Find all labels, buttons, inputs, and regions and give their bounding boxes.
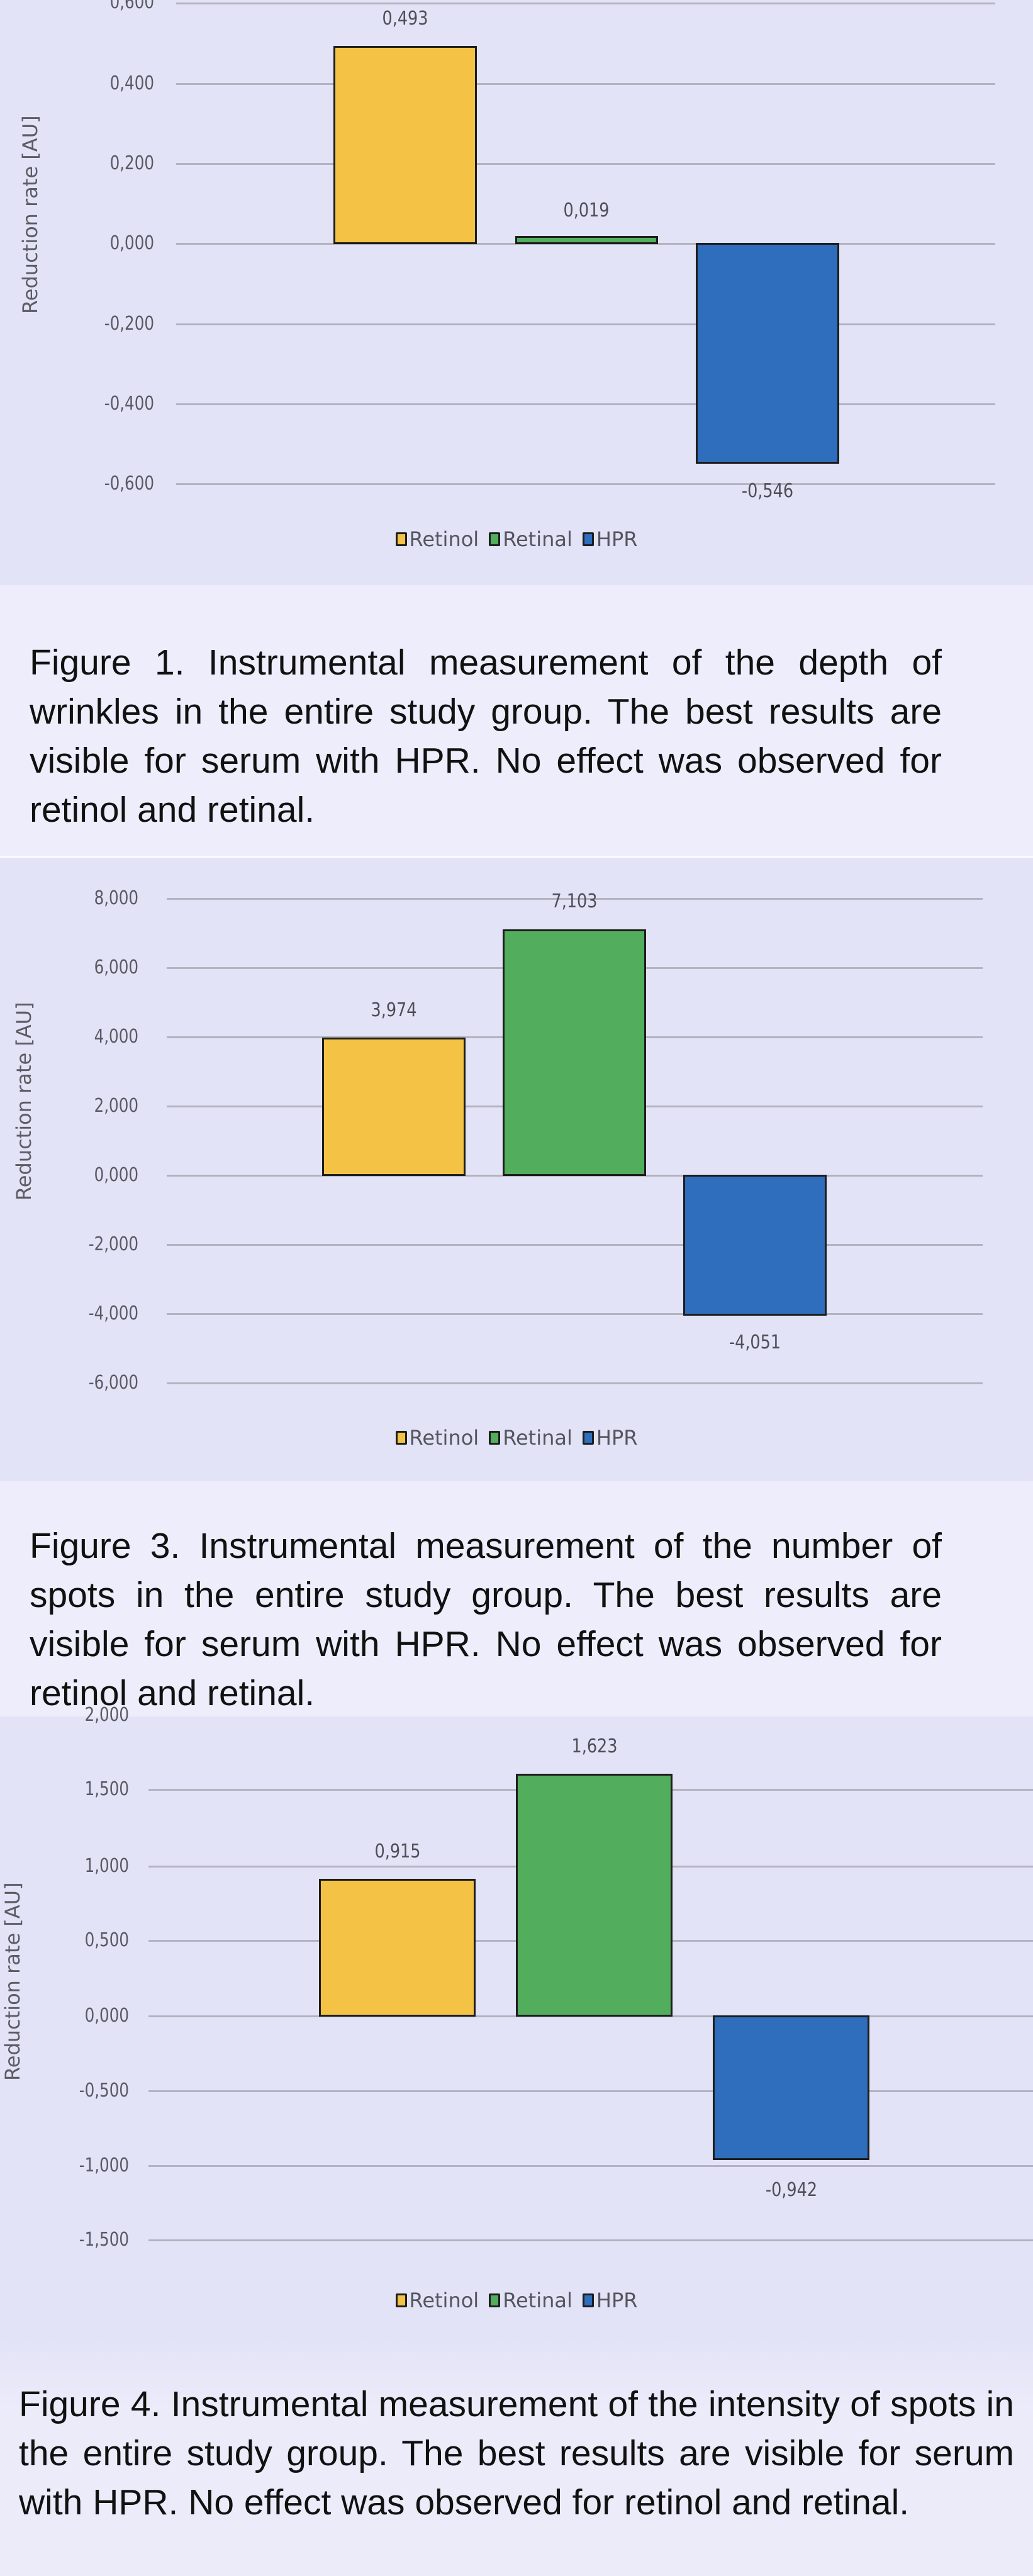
legend-label: Retinal	[503, 2288, 572, 2312]
bar-retinol	[322, 1038, 466, 1176]
gridline	[167, 898, 983, 900]
data-label-retinal: 0,019	[563, 199, 610, 221]
legend-label: Retinal	[503, 527, 572, 551]
legend-label: Retinal	[503, 1426, 572, 1450]
legend-label: Retinol	[409, 527, 479, 551]
legend-swatch-retinal-icon	[489, 1431, 501, 1445]
figure-4-chart: Reduction rate [AU] 2,000 1,500 1,000 0,…	[0, 1705, 1033, 2576]
figure-1-panel: Reduction rate [AU] 0,600 0,400 0,200 0,…	[0, 0, 1033, 857]
data-label-retinal: 1,623	[571, 1735, 618, 1757]
legend-swatch-hpr-icon	[582, 2293, 594, 2307]
data-label-retinal: 7,103	[551, 890, 598, 912]
chart-legend: Retinol Retinal HPR	[0, 2288, 1033, 2312]
figure-4-panel: Reduction rate [AU] 2,000 1,500 1,000 0,…	[0, 1705, 1033, 2576]
y-tick: 0,200	[109, 152, 154, 174]
y-tick: 2,000	[94, 1095, 138, 1117]
legend-label: HPR	[596, 527, 638, 551]
y-axis-label: Reduction rate [AU]	[18, 115, 42, 314]
y-tick: 0,000	[94, 1164, 138, 1186]
figure-3-caption-area: Figure 3. Instrumental measurement of th…	[0, 1481, 1033, 1716]
y-tick: 0,500	[84, 1929, 129, 1951]
bar-hpr	[696, 243, 839, 464]
bar-hpr	[683, 1175, 827, 1316]
legend-item-hpr: HPR	[582, 527, 638, 551]
y-axis-label: Reduction rate [AU]	[12, 1002, 36, 1201]
y-axis-label: Reduction rate [AU]	[1, 1882, 25, 2081]
legend-swatch-retinal-icon	[489, 2293, 501, 2307]
figure-caption: Figure 1. Instrumental measurement of th…	[30, 642, 942, 830]
y-tick: 4,000	[94, 1026, 138, 1048]
legend-swatch-hpr-icon	[582, 532, 594, 546]
legend-label: Retinol	[409, 1426, 479, 1450]
gridline	[148, 2239, 1033, 2241]
bar-retinal	[516, 1774, 673, 2017]
y-tick: 0,600	[109, 0, 154, 13]
y-tick: -0,600	[104, 473, 154, 495]
figure-3-chart: Reduction rate [AU] 8,000 6,000 4,000 2,…	[0, 858, 1033, 1481]
legend-item-retinol: Retinol	[395, 1426, 479, 1450]
legend-swatch-retinol-icon	[395, 2293, 407, 2307]
legend-label: HPR	[596, 2288, 638, 2312]
gridline	[148, 2090, 1033, 2092]
y-tick: 2,000	[84, 1704, 129, 1726]
y-tick: 0,000	[84, 2005, 129, 2027]
legend-item-retinol: Retinol	[395, 527, 479, 551]
figure-caption: Figure 3. Instrumental measurement of th…	[30, 1526, 942, 1713]
y-tick: -0,500	[79, 2080, 129, 2102]
data-label-hpr: -4,051	[729, 1331, 781, 1353]
legend-swatch-hpr-icon	[582, 1431, 594, 1445]
legend-item-hpr: HPR	[582, 2288, 638, 2312]
y-tick: 1,000	[84, 1855, 129, 1877]
gridline	[167, 1313, 983, 1315]
legend-swatch-retinol-icon	[395, 532, 407, 546]
y-tick: 1,500	[84, 1778, 129, 1800]
y-tick: 0,000	[109, 232, 154, 254]
legend-label: Retinol	[409, 2288, 479, 2312]
legend-item-hpr: HPR	[582, 1426, 638, 1450]
legend-item-retinal: Retinal	[489, 1426, 572, 1450]
legend-item-retinol: Retinol	[395, 2288, 479, 2312]
figure-1-chart: Reduction rate [AU] 0,600 0,400 0,200 0,…	[0, 0, 1033, 585]
bar-retinol	[319, 1879, 476, 2017]
legend-swatch-retinal-icon	[489, 532, 501, 546]
y-tick: -0,400	[104, 393, 154, 415]
bar-retinal	[503, 929, 646, 1176]
figure-3-panel: Reduction rate [AU] 8,000 6,000 4,000 2,…	[0, 858, 1033, 1716]
chart-legend: Retinol Retinal HPR	[0, 527, 1033, 551]
figure-1-caption-area: Figure 1. Instrumental measurement of th…	[0, 585, 1033, 857]
gridline	[176, 323, 995, 325]
gridline	[176, 83, 995, 85]
y-tick: -0,200	[104, 313, 154, 335]
bar-hpr	[713, 2015, 869, 2160]
divider	[0, 856, 1033, 858]
y-tick: -6,000	[88, 1372, 138, 1394]
y-tick: 6,000	[94, 956, 138, 978]
legend-item-retinal: Retinal	[489, 527, 572, 551]
gridline	[176, 403, 995, 405]
data-label-retinol: 0,493	[382, 8, 428, 30]
bar-retinol	[333, 46, 477, 244]
data-label-hpr: -0,546	[741, 480, 794, 502]
gridline	[148, 2165, 1033, 2167]
y-tick: -1,000	[79, 2154, 129, 2176]
data-label-retinol: 0,915	[374, 1840, 421, 1862]
legend-swatch-retinol-icon	[395, 1431, 407, 1445]
gridline	[167, 1382, 983, 1384]
y-tick: -2,000	[88, 1233, 138, 1255]
figure-caption: Figure 4. Instrumental measurement of th…	[19, 2384, 1014, 2523]
gridline	[167, 1244, 983, 1246]
gridline	[176, 3, 995, 4]
y-tick: -4,000	[88, 1302, 138, 1324]
y-tick: -1,500	[79, 2229, 129, 2251]
y-tick: 0,400	[109, 72, 154, 94]
legend-item-retinal: Retinal	[489, 2288, 572, 2312]
gridline	[176, 163, 995, 165]
data-label-hpr: -0,942	[765, 2179, 818, 2201]
data-label-retinol: 3,974	[371, 999, 417, 1021]
chart-legend: Retinol Retinal HPR	[0, 1426, 1033, 1450]
y-tick: 8,000	[94, 887, 138, 909]
gridline	[176, 483, 995, 485]
bar-retinal	[515, 236, 658, 244]
legend-label: HPR	[596, 1426, 638, 1450]
